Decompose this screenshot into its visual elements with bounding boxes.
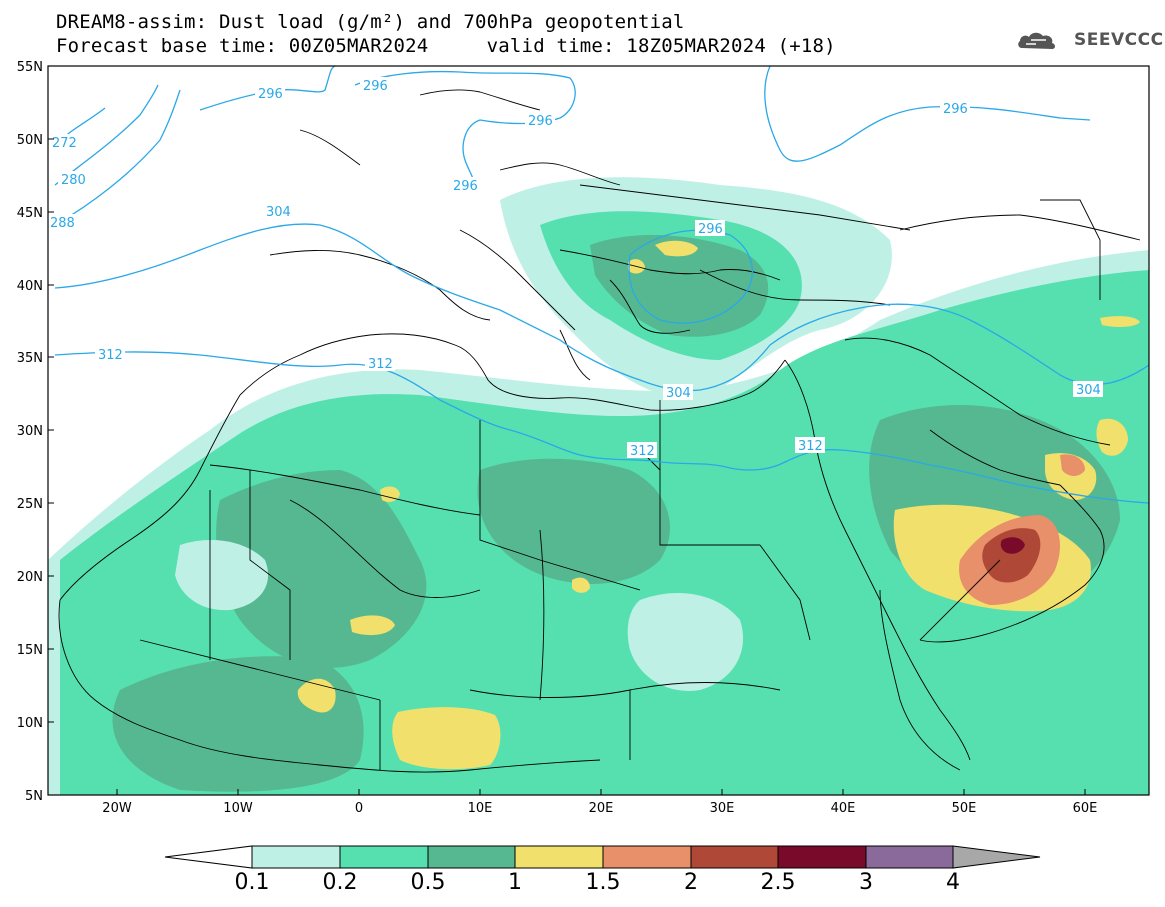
colorbar-tick-label: 0.2 xyxy=(322,870,358,895)
lon-label: 30E xyxy=(710,801,735,816)
lon-label: 20E xyxy=(589,801,614,816)
lon-label: 10E xyxy=(468,801,493,816)
lon-label: 20W xyxy=(102,801,132,816)
dust-area-light-center xyxy=(627,592,744,691)
contour-296 xyxy=(199,66,1091,191)
colorbar-swatch xyxy=(251,845,341,869)
colorbar-tick-label: 1 xyxy=(508,870,522,895)
contour-280 xyxy=(54,84,159,186)
contour-label: 296 xyxy=(943,102,968,117)
dust-area-yellow-iran xyxy=(1096,418,1128,456)
contour-288 xyxy=(54,89,181,226)
contour-label: 304 xyxy=(266,205,291,220)
colorbar-swatch xyxy=(602,845,692,869)
contour-label: 312 xyxy=(368,357,393,372)
dust-area-yellow-greece1 xyxy=(655,240,698,257)
colorbar-tick-label: 0.1 xyxy=(234,870,270,895)
lat-label: 15N xyxy=(17,643,43,658)
colorbar-high-triangle xyxy=(952,845,1041,869)
colorbar-tick-label: 3 xyxy=(859,870,873,895)
contour-304 xyxy=(54,223,1149,392)
colorbar-low-triangle xyxy=(164,845,253,869)
geopotential-contours xyxy=(54,66,1149,504)
colorbar-tick-label: 4 xyxy=(946,870,960,895)
lat-label: 5N xyxy=(25,789,43,804)
contour-label: 296 xyxy=(363,79,388,94)
coastlines xyxy=(58,89,1141,773)
contour-label: 296 xyxy=(698,222,723,237)
latitude-axis: 55N 50N 45N 40N 35N 30N 25N 20N 15N 10N … xyxy=(17,60,54,804)
contour-label: 312 xyxy=(630,444,655,459)
contour-label: 296 xyxy=(453,179,478,194)
cloud-icon xyxy=(1018,32,1055,49)
dust-area-orange-oman xyxy=(1060,454,1085,476)
contour-label: 296 xyxy=(258,87,283,102)
colorbar-swatch xyxy=(777,845,867,869)
lat-label: 45N xyxy=(17,206,43,221)
colorbar-swatch xyxy=(427,845,516,869)
dust-area-red xyxy=(982,528,1041,583)
lat-label: 10N xyxy=(17,716,43,731)
lon-label: 50E xyxy=(952,801,977,816)
lat-label: 20N xyxy=(17,570,43,585)
contour-label: 304 xyxy=(1076,383,1101,398)
lon-label: 10W xyxy=(223,801,253,816)
contour-label: 304 xyxy=(666,386,691,401)
lon-label: 60E xyxy=(1073,801,1098,816)
colorbar-tick-label: 0.5 xyxy=(410,870,446,895)
map-subtitle: Forecast base time: 00Z05MAR2024 valid t… xyxy=(56,35,836,57)
lat-label: 50N xyxy=(17,133,43,148)
colorbar-swatch xyxy=(865,845,954,869)
colorbar-swatch xyxy=(514,845,604,869)
contour-label-group: 296 296 296 296 296 296 272 280 288 304 … xyxy=(50,77,1103,459)
contour-label: 296 xyxy=(528,114,553,129)
dust-shading xyxy=(48,177,1149,795)
longitude-axis: 20W 10W 0 10E 20E 30E 40E 50E 60E xyxy=(102,789,1097,816)
dust-area-yellow-small2 xyxy=(572,577,590,593)
contour-312 xyxy=(54,351,1149,504)
contour-label: 312 xyxy=(798,439,823,454)
dust-area-darkred xyxy=(1000,537,1025,554)
logo-text: SEEVCCC xyxy=(1074,30,1164,50)
colorbar-tick-label: 1.5 xyxy=(585,870,621,895)
dust-area-dark-libya xyxy=(477,458,670,584)
contour-label: 288 xyxy=(50,216,75,231)
lat-label: 40N xyxy=(17,279,43,294)
lat-label: 35N xyxy=(17,351,43,366)
colorbar xyxy=(164,845,1041,869)
dust-area-yellow-small3 xyxy=(350,615,395,636)
colorbar-swatch xyxy=(690,845,779,869)
colorbar-tick-label: 2.5 xyxy=(760,870,796,895)
colorbar-swatch xyxy=(339,845,429,869)
dust-area-light-west xyxy=(175,540,269,611)
lat-label: 30N xyxy=(17,424,43,439)
dust-area-yellow-persian xyxy=(1100,316,1140,327)
contour-label: 272 xyxy=(52,136,77,151)
dust-area-yellow-small1 xyxy=(380,486,400,502)
lon-label: 0 xyxy=(355,801,363,816)
dust-area-yellow-mali xyxy=(297,678,336,713)
lat-label: 25N xyxy=(17,497,43,512)
lat-label: 55N xyxy=(17,60,43,75)
colorbar-tick-label: 2 xyxy=(684,870,698,895)
lon-label: 40E xyxy=(831,801,856,816)
map-title: DREAM8-assim: Dust load (g/m²) and 700hP… xyxy=(56,11,685,33)
contour-label: 312 xyxy=(98,348,123,363)
dust-area-yellow-nigeria xyxy=(392,707,501,770)
contour-label: 280 xyxy=(61,173,86,188)
